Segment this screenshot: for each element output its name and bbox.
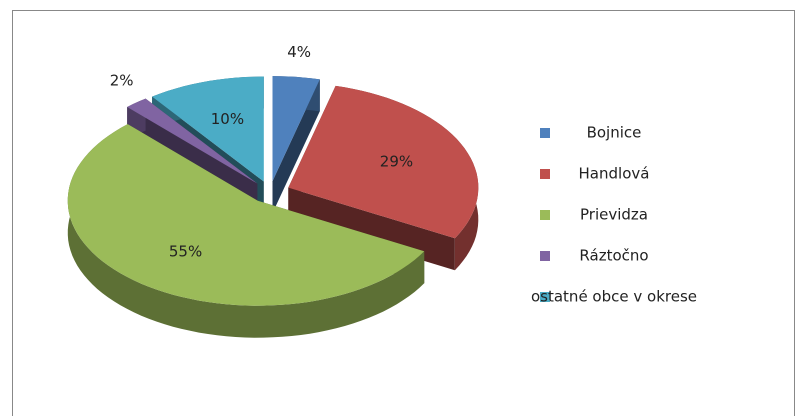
legend-swatch [540,251,550,261]
slice [288,85,479,239]
slice-wall [272,79,320,214]
legend-label: Bojnice [587,124,642,142]
data-label: 29% [380,152,413,170]
legend-label: ostatné obce v okrese [531,288,697,306]
legend-label: Handlová [579,165,650,183]
legend: Bojnice Handlová Prievidza Ráztočno ostatné … [531,124,697,306]
legend-swatch [540,292,550,302]
slice [272,76,320,182]
legend-swatch [540,169,550,179]
legend-label: Prievidza [580,206,648,224]
slice [152,76,264,182]
data-label: 55% [169,243,202,261]
legend-label: Ráztočno [579,247,648,265]
data-label: 2% [110,71,134,89]
legend-swatch [540,128,550,138]
pie: 4% 29% 55% 2% 10% [67,43,479,338]
slice [67,124,425,306]
legend-swatch [540,210,550,220]
data-label: 10% [211,110,244,128]
data-label: 4% [287,43,311,61]
slice [127,98,258,184]
